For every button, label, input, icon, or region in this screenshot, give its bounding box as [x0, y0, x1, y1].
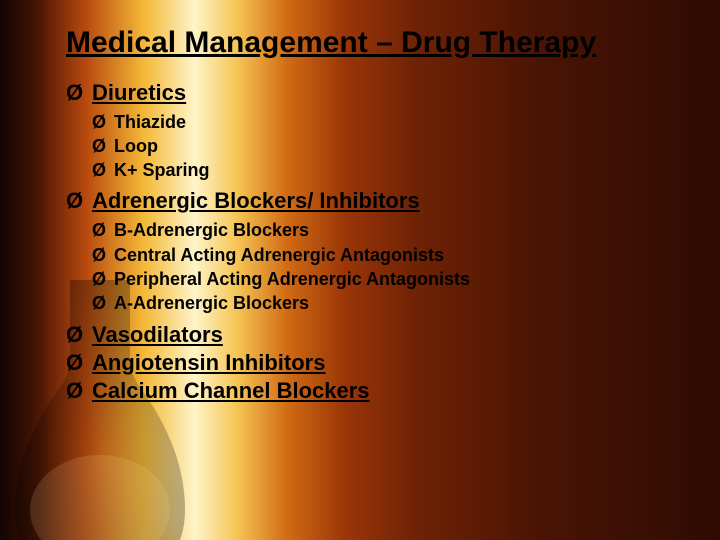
slide-content: Medical Management – Drug Therapy Diuret… — [0, 0, 720, 404]
list-item-label: Diuretics — [92, 80, 186, 105]
list-subitem: Thiazide — [92, 110, 680, 134]
bullet-list-level2: B-Adrenergic Blockers Central Acting Adr… — [92, 218, 680, 315]
list-item-label: Calcium Channel Blockers — [92, 378, 370, 403]
list-subitem: Loop — [92, 134, 680, 158]
list-subitem: B-Adrenergic Blockers — [92, 218, 680, 242]
bullet-list-level1: Diuretics Thiazide Loop K+ Sparing Adren… — [66, 80, 680, 404]
list-item-label: Adrenergic Blockers/ Inhibitors — [92, 188, 420, 213]
list-subitem: Peripheral Acting Adrenergic Antagonists — [92, 267, 680, 291]
list-item: Vasodilators — [66, 322, 680, 348]
list-subitem: A-Adrenergic Blockers — [92, 291, 680, 315]
list-item: Angiotensin Inhibitors — [66, 350, 680, 376]
list-item: Diuretics Thiazide Loop K+ Sparing — [66, 80, 680, 183]
slide-title: Medical Management – Drug Therapy — [66, 24, 680, 62]
list-item: Adrenergic Blockers/ Inhibitors B-Adrene… — [66, 188, 680, 315]
bullet-list-level2: Thiazide Loop K+ Sparing — [92, 110, 680, 183]
list-item-label: Vasodilators — [92, 322, 223, 347]
list-subitem: Central Acting Adrenergic Antagonists — [92, 243, 680, 267]
list-item: Calcium Channel Blockers — [66, 378, 680, 404]
list-subitem: K+ Sparing — [92, 158, 680, 182]
list-item-label: Angiotensin Inhibitors — [92, 350, 325, 375]
